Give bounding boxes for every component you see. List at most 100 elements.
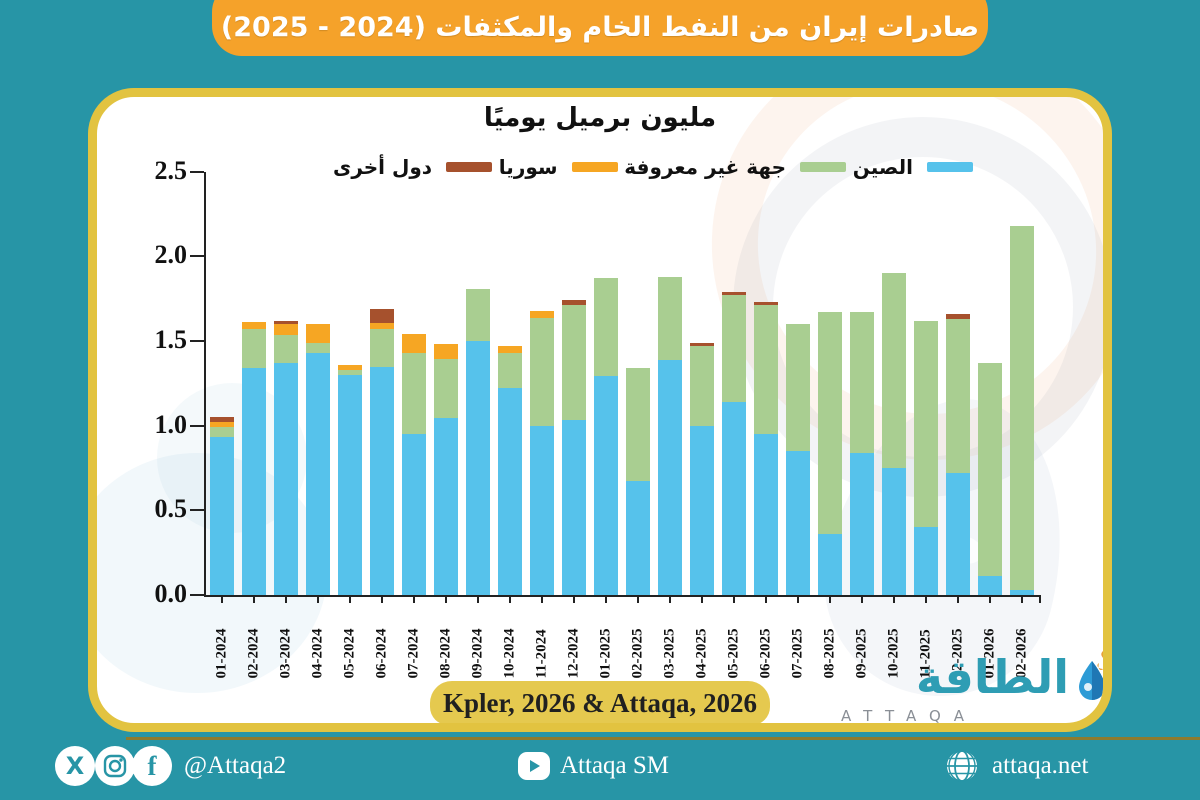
x-tick: [476, 595, 479, 603]
bar-segment: [529, 425, 554, 595]
bar-chart-plot: 0.0 0.5 1.0 1.5 2.0 2.5 01-2024 02-2024 03-2024 0…: [97, 97, 1103, 723]
instagram-icon[interactable]: [95, 746, 135, 786]
x-tick-label: 04-2024: [309, 628, 325, 679]
bar-segment: [529, 311, 554, 318]
bar-segment: [369, 309, 394, 323]
bar-segment: [945, 473, 970, 595]
stacked-bar-08-2024: [433, 344, 458, 595]
legend-label: سوريا: [498, 155, 558, 179]
y-tick: [190, 509, 204, 512]
x-tick: [764, 595, 767, 603]
youtube-channel-label[interactable]: Attaqa SM: [560, 752, 670, 779]
x-tick-end: [1039, 595, 1041, 603]
facebook-icon[interactable]: f: [132, 746, 172, 786]
bar-segment: [753, 305, 778, 435]
attaqa-logo: الطاقة ATTAQA: [835, 649, 1103, 723]
stacked-bar-06-2025: [753, 302, 778, 595]
stacked-bar-03-2025: [657, 277, 682, 595]
y-tick: [190, 424, 204, 427]
x-tick-label: 01-2025: [597, 628, 613, 679]
bar-segment: [1009, 589, 1034, 595]
legend-label: جهة غير معروفة: [624, 155, 786, 179]
bar-segment: [817, 533, 842, 595]
bar-segment: [753, 302, 778, 306]
chart-legend: دول أخرى سوريا جهة غير معروفة الصين: [333, 155, 973, 179]
bar-segment: [561, 300, 586, 306]
x-tick-label: 06-2025: [757, 628, 773, 679]
chart-title: مليون برميل يوميًا: [483, 103, 717, 133]
bar-segment: [497, 346, 522, 353]
bar-segment: [721, 292, 746, 296]
y-tick: [190, 340, 204, 343]
x-tick-label: 04-2025: [693, 628, 709, 679]
stacked-bar-04-2024: [305, 324, 330, 595]
bar-segment: [785, 324, 810, 451]
bar-segment: [273, 321, 298, 325]
bar-segment: [209, 427, 234, 438]
stacked-bar-12-2024: [561, 300, 586, 595]
footer-bar: X f @Attaqa2 Attaqa SM attaqa.net: [0, 740, 1200, 800]
y-tick-label: 1.0: [154, 409, 188, 439]
bar-segment: [689, 343, 714, 347]
legend-label: الصين: [852, 155, 913, 179]
x-tick-label: 02-2025: [629, 628, 645, 679]
x-tick: [252, 595, 255, 603]
bar-segment: [209, 422, 234, 428]
website-link[interactable]: attaqa.net: [992, 752, 1089, 779]
y-tick: [190, 170, 204, 173]
attaqa-drop-icon: [1075, 649, 1103, 705]
bar-segment: [817, 312, 842, 534]
bar-segment: [209, 417, 234, 423]
stacked-bar-11-2025: [913, 321, 938, 595]
bar-segment: [913, 321, 938, 528]
social-handle[interactable]: @Attaqa2: [184, 752, 287, 779]
bar-segment: [785, 450, 810, 595]
legend-swatch: [446, 162, 493, 172]
x-tick: [860, 595, 863, 603]
youtube-icon[interactable]: [518, 752, 550, 780]
bar-segment: [689, 425, 714, 595]
legend-item: جهة غير معروفة: [624, 155, 846, 179]
x-tick: [508, 595, 511, 603]
stacked-bar-12-2025: [945, 314, 970, 595]
legend-label: دول أخرى: [333, 155, 433, 179]
bar-segment: [625, 481, 650, 595]
bar-segment: [625, 368, 650, 482]
x-tick: [380, 595, 383, 603]
x-tick: [732, 595, 735, 603]
bar-segment: [657, 277, 682, 360]
x-tick-label: 03-2025: [661, 628, 677, 679]
x-tick: [892, 595, 895, 603]
stacked-bar-02-2025: [625, 368, 650, 595]
bar-segment: [433, 418, 458, 595]
x-tick-label: 05-2024: [341, 628, 357, 679]
stacked-bar-07-2024: [401, 334, 426, 595]
x-twitter-icon[interactable]: X: [55, 746, 95, 786]
globe-icon[interactable]: [944, 748, 980, 788]
bar-segment: [497, 388, 522, 595]
bar-segment: [241, 367, 266, 595]
x-tick: [412, 595, 415, 603]
bar-segment: [401, 433, 426, 595]
bar-segment: [497, 352, 522, 389]
legend-item: دول أخرى: [333, 155, 493, 179]
y-tick: [190, 255, 204, 258]
bar-segment: [1009, 226, 1034, 590]
stacked-bar-05-2024: [337, 365, 362, 596]
facebook-glyph: f: [147, 750, 157, 781]
footer-divider: [126, 737, 1200, 740]
stacked-bar-10-2024: [497, 346, 522, 595]
legend-swatch: [926, 162, 973, 172]
bar-segment: [881, 467, 906, 595]
x-tick: [444, 595, 447, 603]
x-tick-label: 07-2025: [789, 628, 805, 679]
x-tick: [668, 595, 671, 603]
x-tick: [220, 595, 223, 603]
x-tick-label: 08-2024: [437, 628, 453, 679]
stacked-bar-01-2026: [977, 363, 1002, 595]
bar-segment: [209, 437, 234, 595]
stacked-bar-05-2025: [721, 292, 746, 595]
bar-segment: [273, 324, 298, 335]
y-tick-label: 1.5: [154, 325, 188, 355]
stacked-bar-01-2025: [593, 278, 618, 595]
